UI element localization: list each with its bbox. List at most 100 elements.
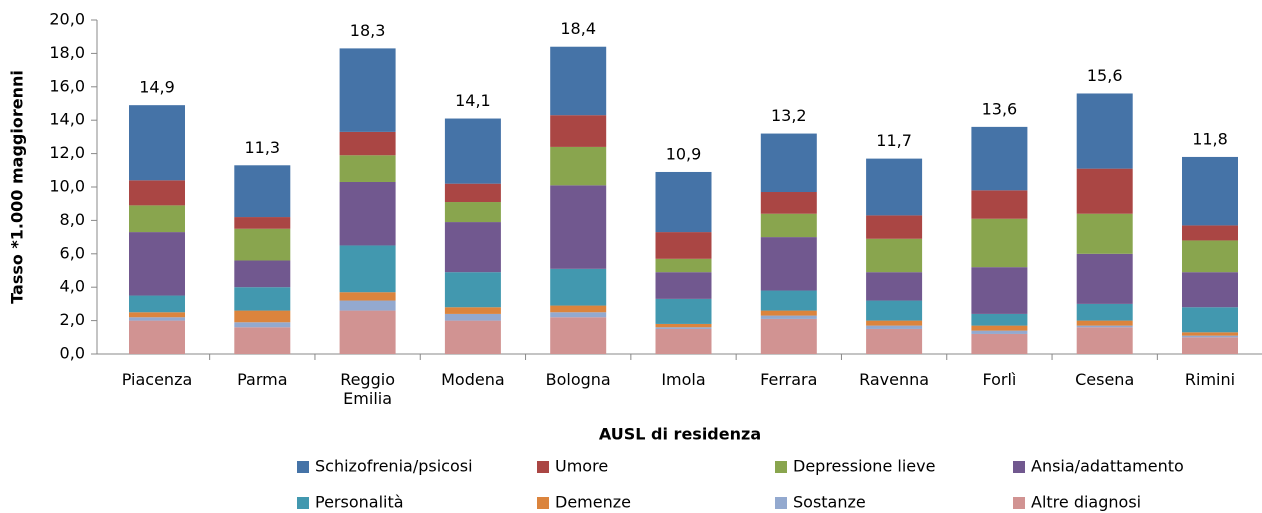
- bar-segment: [129, 205, 185, 233]
- bar-segment: [1076, 325, 1133, 328]
- legend-swatch: [775, 461, 787, 473]
- bar-segment: [655, 171, 712, 233]
- bar-segment: [866, 320, 923, 326]
- bar-segment: [234, 310, 291, 323]
- bar-segment: [129, 312, 185, 318]
- x-tick-label: Parma: [237, 370, 288, 389]
- bar-segment: [129, 295, 185, 313]
- bar-segment: [129, 180, 185, 206]
- bar-segment: [655, 323, 712, 328]
- bar-segment: [1182, 332, 1238, 336]
- legend-label: Ansia/adattamento: [1031, 457, 1184, 476]
- bar-segment: [866, 238, 923, 273]
- bar-segment: [1182, 307, 1238, 333]
- legend-swatch: [775, 497, 787, 509]
- bar-segment: [234, 228, 291, 261]
- legend-swatch: [537, 461, 549, 473]
- total-label: 10,9: [666, 144, 702, 163]
- bar-segment: [129, 232, 185, 296]
- bar-segment: [760, 290, 817, 311]
- bar-segment: [129, 105, 185, 181]
- legend-label: Altre diagnosi: [1031, 493, 1141, 512]
- legend-label: Umore: [555, 457, 608, 476]
- bar-segment: [234, 322, 291, 328]
- y-tick-label: 18,0: [49, 43, 85, 62]
- total-label: 13,6: [982, 99, 1018, 118]
- bar-segment: [971, 218, 1028, 268]
- bar-segment: [866, 328, 923, 354]
- bar-segment: [339, 310, 396, 354]
- bar-segment: [760, 133, 817, 193]
- bar-segment: [1076, 253, 1133, 304]
- legend-swatch: [537, 497, 549, 509]
- bar-segment: [655, 327, 712, 329]
- bar-segment: [1182, 225, 1238, 241]
- y-axis-title: Tasso *1.000 maggiorenni: [8, 70, 27, 304]
- x-tick-label: Piacenza: [121, 370, 193, 389]
- bar-segment: [444, 307, 501, 314]
- bar-segment: [1076, 327, 1133, 354]
- legend-label: Depressione lieve: [793, 457, 935, 476]
- total-label: 18,3: [350, 21, 386, 40]
- bar-segment: [655, 258, 712, 273]
- legend-swatch: [297, 497, 309, 509]
- bar-segment: [760, 315, 817, 319]
- bar-segment: [339, 245, 396, 293]
- bar-segment: [444, 272, 501, 308]
- bar-segment: [339, 292, 396, 301]
- y-tick-label: 2,0: [60, 310, 85, 329]
- bar-segment: [971, 126, 1028, 191]
- bar-segment: [129, 320, 185, 354]
- bar-segment: [444, 183, 501, 203]
- bar-segment: [339, 48, 396, 132]
- bar-segment: [444, 202, 501, 223]
- bar-segment: [234, 165, 291, 218]
- bar-segment: [1076, 213, 1133, 254]
- bar-segment: [1182, 272, 1238, 308]
- legend-swatch: [1013, 497, 1025, 509]
- total-label: 14,9: [139, 78, 175, 97]
- bar-segment: [550, 46, 607, 116]
- y-tick-label: 16,0: [49, 76, 85, 95]
- x-tick-label: Reggio Emilia: [340, 370, 395, 408]
- y-tick-label: 0,0: [60, 344, 85, 363]
- bar-segment: [760, 237, 817, 291]
- bar-segment: [444, 320, 501, 354]
- bar-segment: [655, 298, 712, 324]
- x-tick-label: Ravenna: [859, 370, 930, 389]
- y-tick-label: 6,0: [60, 243, 85, 262]
- legend-swatch: [1013, 461, 1025, 473]
- total-label: 18,4: [560, 19, 596, 38]
- bar-segment: [550, 305, 607, 313]
- bar-segment: [655, 328, 712, 354]
- bar-segment: [444, 222, 501, 273]
- total-label: 14,1: [455, 91, 491, 110]
- y-tick-label: 20,0: [49, 10, 85, 29]
- bar-segment: [550, 185, 607, 269]
- bar-segment: [550, 317, 607, 354]
- bar-segment: [971, 267, 1028, 314]
- bar-segment: [550, 146, 607, 186]
- bar-segment: [971, 190, 1028, 219]
- x-tick-label: Modena: [441, 370, 505, 389]
- total-label: 15,6: [1087, 66, 1123, 85]
- bar-segment: [234, 327, 291, 354]
- total-label: 11,7: [876, 131, 912, 150]
- bar-segment: [1182, 156, 1238, 226]
- x-tick-label: Bologna: [545, 370, 611, 389]
- bar-segment: [1182, 240, 1238, 273]
- bar-segment: [234, 217, 291, 229]
- y-tick-label: 4,0: [60, 277, 85, 296]
- y-tick-label: 14,0: [49, 110, 85, 129]
- bar-segment: [1076, 320, 1133, 326]
- bar-segment: [866, 215, 923, 239]
- bar-segment: [866, 272, 923, 301]
- bar-segment: [339, 131, 396, 156]
- legend-label: Schizofrenia/psicosi: [315, 457, 473, 476]
- bar-segment: [866, 158, 923, 216]
- bar-segment: [760, 310, 817, 316]
- bar-segment: [1076, 93, 1133, 169]
- bar-segment: [339, 181, 396, 246]
- x-tick-label: Cesena: [1075, 370, 1135, 389]
